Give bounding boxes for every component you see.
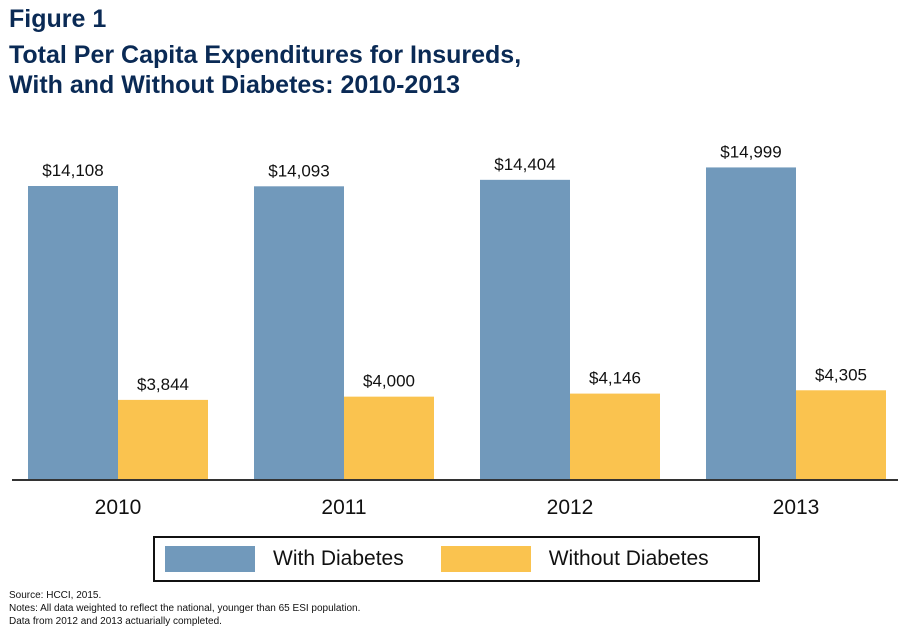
figure-label: Figure 1 (9, 5, 107, 33)
legend-swatch-with-diabetes (165, 546, 255, 572)
bar-without-diabetes-2012 (570, 393, 660, 480)
data-label-with-diabetes-2010: $14,108 (42, 161, 103, 180)
x-tick-label-2010: 2010 (95, 496, 142, 519)
data-label-with-diabetes-2012: $14,404 (494, 155, 555, 174)
legend-label-with-diabetes: With Diabetes (273, 547, 404, 570)
data-label-without-diabetes-2013: $4,305 (815, 365, 867, 384)
data-note-2: Data from 2012 and 2013 actuarially comp… (9, 616, 222, 627)
legend-item-with-diabetes: With Diabetes (165, 538, 404, 580)
x-tick-label-2012: 2012 (547, 496, 594, 519)
x-tick-label-2013: 2013 (773, 496, 820, 519)
bar-with-diabetes-2011 (254, 186, 344, 480)
chart-title: Total Per Capita Expenditures for Insure… (9, 40, 521, 100)
data-label-without-diabetes-2010: $3,844 (137, 375, 189, 394)
legend-label-without-diabetes: Without Diabetes (548, 547, 709, 570)
legend-item-without-diabetes: Without Diabetes (440, 538, 709, 580)
bar-with-diabetes-2013 (706, 167, 796, 480)
source-note: Source: HCCI, 2015. (9, 590, 102, 601)
chart-title-line-1: Total Per Capita Expenditures for Insure… (9, 41, 522, 69)
data-label-without-diabetes-2011: $4,000 (363, 372, 415, 391)
bar-without-diabetes-2010 (118, 399, 208, 480)
chart-legend: With Diabetes Without Diabetes (153, 536, 760, 582)
bar-with-diabetes-2012 (480, 179, 570, 480)
x-tick-label-2011: 2011 (321, 496, 366, 519)
data-label-without-diabetes-2012: $4,146 (589, 369, 641, 388)
data-label-with-diabetes-2013: $14,999 (720, 142, 781, 161)
legend-swatch-without-diabetes (440, 546, 531, 572)
bar-with-diabetes-2010 (28, 186, 118, 480)
bar-without-diabetes-2011 (344, 396, 434, 480)
data-label-with-diabetes-2011: $14,093 (268, 161, 329, 180)
chart-title-line-2: With and Without Diabetes: 2010-2013 (9, 71, 461, 99)
data-note: Notes: All data weighted to reflect the … (9, 603, 361, 614)
chart-notes: Source: HCCI, 2015. Notes: All data weig… (9, 589, 360, 628)
bar-without-diabetes-2013 (796, 390, 886, 480)
